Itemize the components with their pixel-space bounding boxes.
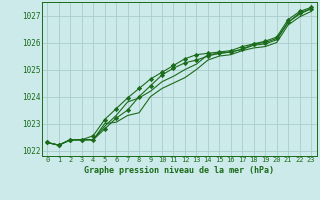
X-axis label: Graphe pression niveau de la mer (hPa): Graphe pression niveau de la mer (hPa): [84, 166, 274, 175]
